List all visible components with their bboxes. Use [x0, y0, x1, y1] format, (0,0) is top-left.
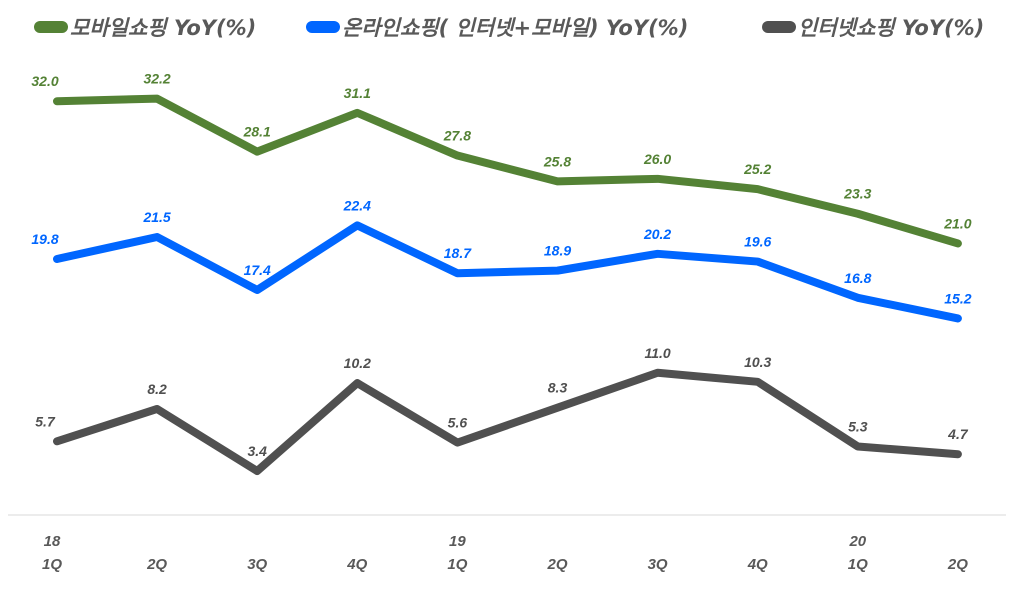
data-label: 31.1: [344, 85, 371, 101]
x-tick-label: 1Q: [42, 556, 62, 573]
data-label: 21.0: [943, 215, 971, 231]
data-label: 19.6: [744, 234, 771, 250]
x-tick-label: 2Q: [146, 556, 167, 573]
x-tick-label: 1Q: [447, 556, 467, 573]
legend-item-mobile: 모바일쇼핑 YoY(%): [34, 12, 256, 42]
data-label: 15.2: [944, 290, 971, 306]
legend-swatch: [34, 21, 68, 33]
x-year-label: 18: [44, 533, 61, 550]
legend: 모바일쇼핑 YoY(%) 온라인쇼핑( 인터넷+모바일) YoY(%) 인터넷쇼…: [0, 12, 1024, 46]
x-tick-label: 2Q: [947, 556, 968, 573]
data-label: 28.1: [243, 124, 271, 140]
data-label: 18.9: [544, 243, 571, 259]
x-year-label: 19: [449, 533, 466, 550]
data-label: 19.8: [31, 231, 58, 247]
x-tick-label: 3Q: [648, 556, 668, 573]
legend-swatch: [762, 21, 796, 33]
data-label: 17.4: [244, 262, 271, 278]
data-label: 10.2: [344, 355, 371, 371]
data-label: 21.5: [142, 209, 170, 225]
data-label: 18.7: [444, 245, 472, 261]
data-label: 16.8: [844, 270, 871, 286]
data-label: 5.3: [848, 418, 868, 434]
data-label: 22.4: [343, 197, 371, 213]
legend-label: 온라인쇼핑( 인터넷+모바일) YoY(%): [342, 16, 689, 40]
data-label: 11.0: [644, 345, 670, 361]
legend-swatch: [306, 21, 340, 33]
legend-label: 인터넷쇼핑 YoY(%): [798, 16, 985, 40]
data-label: 32.2: [143, 71, 170, 87]
series-line-0: [53, 94, 962, 248]
data-label: 32.0: [31, 73, 58, 89]
data-label: 4.7: [947, 426, 969, 442]
data-label: 20.2: [643, 226, 671, 242]
x-tick-label: 4Q: [346, 556, 367, 573]
data-label: 25.8: [543, 153, 571, 169]
data-label: 5.6: [448, 415, 468, 431]
data-label: 26.0: [643, 151, 671, 167]
x-year-label: 20: [848, 533, 866, 550]
data-label: 8.3: [548, 380, 568, 396]
data-label: 5.7: [35, 413, 56, 429]
x-tick-label: 3Q: [247, 556, 267, 573]
series-line-1: [53, 221, 962, 323]
x-tick-label: 4Q: [747, 556, 768, 573]
data-label: 8.2: [147, 381, 167, 397]
x-tick-label: 1Q: [848, 556, 868, 573]
data-label: 10.3: [744, 354, 771, 370]
data-label: 3.4: [247, 443, 267, 459]
data-label: 27.8: [443, 128, 471, 144]
legend-label: 모바일쇼핑 YoY(%): [70, 16, 257, 40]
legend-item-internet: 인터넷쇼핑 YoY(%): [762, 12, 984, 42]
legend-item-online: 온라인쇼핑( 인터넷+모바일) YoY(%): [306, 12, 688, 42]
data-label: 23.3: [843, 186, 871, 202]
series-line-2: [53, 368, 962, 476]
x-tick-label: 2Q: [546, 556, 567, 573]
data-label: 25.2: [743, 161, 771, 177]
